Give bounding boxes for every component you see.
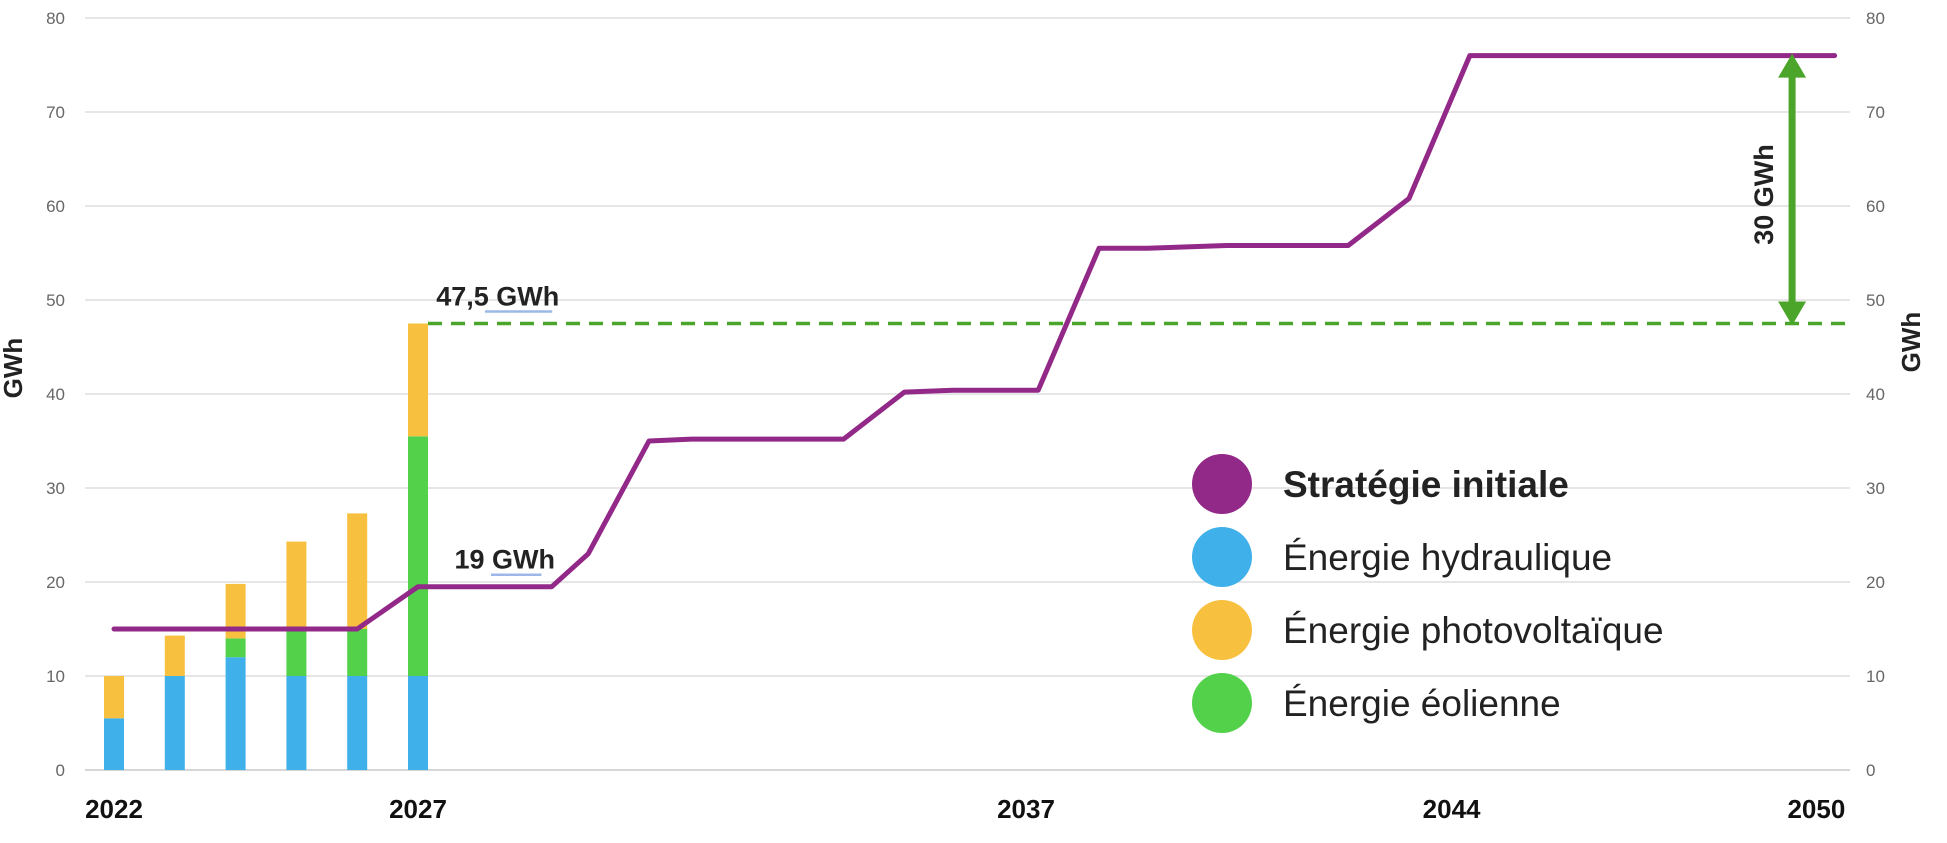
y-axis-label-right: GWh (1896, 312, 1926, 373)
bar-segment (104, 718, 124, 770)
value-annotation: 47,5 GWh (436, 282, 559, 312)
bars (104, 323, 428, 770)
y-tick-left: 0 (56, 761, 65, 780)
bar-segment (408, 323, 428, 437)
bar-segment (347, 629, 368, 676)
y-tick-left: 40 (46, 385, 65, 404)
legend-label: Énergie photovoltaïque (1283, 610, 1664, 651)
legend-marker (1192, 673, 1252, 733)
legend-label: Stratégie initiale (1283, 464, 1569, 505)
y-tick-left: 80 (46, 9, 65, 28)
y-tick-left: 70 (46, 103, 65, 122)
bar-segment (408, 676, 428, 770)
legend: Stratégie initiale Énergie hydraulique Éne… (1192, 454, 1664, 733)
y-tick-right: 40 (1866, 385, 1885, 404)
bar-segment (347, 513, 368, 629)
gap-arrow-head-top (1778, 53, 1807, 78)
bar-segment (225, 583, 246, 639)
x-tick-label: 2027 (389, 794, 447, 824)
bar-segment (286, 676, 307, 770)
value-annotation: 19 GWh (454, 545, 555, 575)
y-tick-left: 10 (46, 667, 65, 686)
y-tick-right: 20 (1866, 573, 1885, 592)
y-tick-left: 30 (46, 479, 65, 498)
legend-marker (1192, 600, 1252, 660)
strategy-line (111, 53, 1838, 632)
y-tick-right: 60 (1866, 197, 1885, 216)
x-tick-label: 2044 (1423, 794, 1481, 824)
x-tick-label: 2037 (997, 794, 1055, 824)
gridlines (85, 17, 1850, 771)
legend-marker (1192, 527, 1252, 587)
bar-segment (104, 676, 124, 719)
annotations: 47,5 GWh 19 GWh 30 GWh (436, 53, 1807, 576)
y-tick-right: 0 (1866, 761, 1875, 780)
bar-segment (225, 657, 246, 770)
y-tick-left: 50 (46, 291, 65, 310)
y-tick-left: 20 (46, 573, 65, 592)
bar-segment (408, 436, 428, 676)
bar-segment (164, 635, 185, 676)
x-tick-label: 2050 (1787, 794, 1845, 824)
gap-annotation-label: 30 GWh (1749, 144, 1779, 245)
y-tick-right: 30 (1866, 479, 1885, 498)
bar-segment (164, 676, 185, 770)
axes: 0 0 10 10 20 20 30 30 40 40 50 50 60 60 70 70 80 80 GWh GWh… (0, 9, 1926, 824)
bar-segment (225, 638, 246, 658)
bar-segment (286, 541, 307, 629)
gap-arrow-head-bottom (1778, 301, 1807, 326)
y-tick-right: 70 (1866, 103, 1885, 122)
y-tick-right: 10 (1866, 667, 1885, 686)
strategy-line-path (111, 53, 1838, 632)
y-tick-left: 60 (46, 197, 65, 216)
legend-label: Énergie hydraulique (1283, 537, 1612, 578)
bar-segment (347, 676, 368, 770)
y-tick-right: 50 (1866, 291, 1885, 310)
y-tick-right: 80 (1866, 9, 1885, 28)
x-tick-label: 2022 (85, 794, 143, 824)
bar-segment (286, 629, 307, 676)
y-axis-label-left: GWh (0, 338, 28, 399)
legend-label: Énergie éolienne (1283, 683, 1561, 724)
legend-marker (1192, 454, 1252, 514)
